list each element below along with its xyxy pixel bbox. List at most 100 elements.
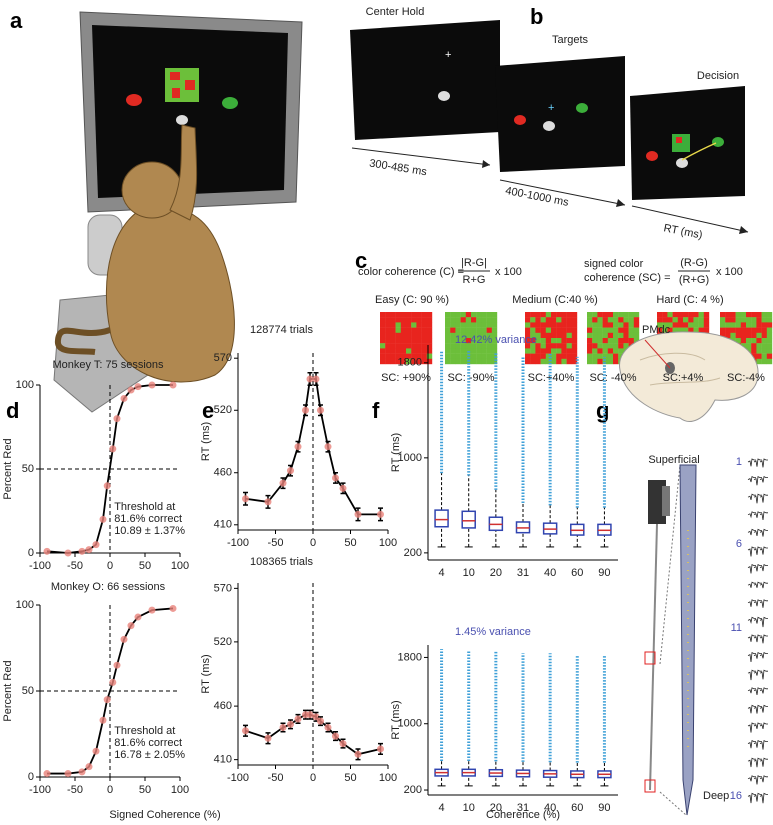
- checker-cell: [746, 317, 752, 323]
- checker-cell: [540, 353, 546, 359]
- checker-cell: [633, 338, 640, 344]
- checker-cell: [486, 322, 492, 328]
- stage-label: Center Hold: [366, 6, 425, 18]
- checker-cell: [545, 338, 552, 344]
- formula-text: coherence (SC) =: [584, 272, 671, 284]
- checker-cell: [571, 312, 578, 318]
- checker-cell: [471, 353, 477, 359]
- checker-cell: [465, 348, 472, 354]
- checker-cell: [486, 353, 492, 359]
- checker-cell: [683, 327, 689, 333]
- checker-cell: [421, 358, 427, 365]
- checker-cell: [561, 358, 567, 365]
- checker-cell: [530, 358, 536, 365]
- checker-cell: [416, 317, 422, 323]
- x-tick-label: -50: [67, 560, 83, 572]
- checker-cell: [607, 343, 614, 349]
- checker-cell: [450, 348, 456, 354]
- checker-cell: [662, 322, 668, 328]
- checker-cell: [411, 343, 417, 349]
- checker-cell: [766, 358, 773, 365]
- box: [434, 509, 449, 528]
- checker-cell: [390, 358, 396, 365]
- waveform: [753, 669, 762, 676]
- checker-cell: [566, 327, 572, 333]
- checker-cell: [476, 338, 482, 344]
- checker-cell: [465, 312, 472, 318]
- checker-cell: [545, 353, 552, 359]
- checker-cell: [395, 348, 401, 354]
- group-label: Easy (C: 90 %): [375, 294, 449, 306]
- checker-cell: [551, 332, 557, 339]
- panel-label: c: [355, 248, 367, 273]
- annotation: Threshold at: [114, 501, 175, 513]
- checker-cell: [607, 312, 614, 318]
- checker-cell: [587, 348, 593, 354]
- data-point: [317, 406, 324, 414]
- y-tick-label: 570: [214, 582, 232, 594]
- data-point: [294, 715, 302, 723]
- checker-cell: [535, 332, 541, 339]
- checker-cell: [476, 332, 482, 339]
- checker-cell: [400, 312, 407, 318]
- checker-cell: [540, 358, 546, 365]
- checker-cell: [426, 312, 433, 318]
- y-tick-label: 0: [28, 771, 34, 783]
- checker-cell: [740, 343, 747, 349]
- checker-cell: [740, 322, 747, 328]
- waveform: [747, 511, 756, 519]
- checker-cell: [481, 343, 487, 349]
- x-tick-label: 50: [344, 537, 356, 549]
- checker-cell: [460, 327, 466, 333]
- checker-cell: [761, 343, 767, 349]
- checker-cell: [688, 322, 694, 328]
- checker-cell: [455, 343, 461, 349]
- checker-cell: [385, 317, 391, 323]
- checker-cell: [751, 322, 757, 328]
- box: [461, 510, 476, 529]
- y-axis-label: Percent Red: [2, 438, 14, 499]
- annotation: 10.89 ± 1.37%: [114, 525, 185, 537]
- checker-cell: [460, 332, 466, 339]
- checker-cell: [693, 317, 699, 323]
- data-point: [339, 740, 347, 748]
- checker-cell: [662, 317, 668, 323]
- checker-cell: [628, 327, 634, 333]
- waveform: [753, 616, 762, 624]
- waveform: [759, 493, 768, 503]
- checker-cell: [540, 327, 546, 333]
- checker-cell: [390, 343, 396, 349]
- waveform: [753, 599, 762, 607]
- checker-cell: [465, 317, 472, 323]
- data-point: [99, 515, 107, 523]
- checker-cell: [766, 343, 773, 349]
- checker-cell: [476, 343, 482, 349]
- y-axis-label: RT (ms): [390, 433, 402, 472]
- checker-cell: [465, 343, 472, 349]
- checker-cell: [623, 327, 629, 333]
- checker-cell: [471, 317, 477, 323]
- checker-cell: [450, 358, 456, 365]
- data-point: [377, 745, 384, 753]
- data-point: [287, 467, 294, 475]
- data-point: [279, 724, 287, 732]
- data-point: [64, 770, 72, 778]
- waveform: [759, 757, 768, 767]
- formula-text: x 100: [716, 266, 743, 278]
- checker-cell: [725, 317, 731, 323]
- checker-cell: [592, 338, 598, 344]
- checker-cell: [525, 322, 531, 328]
- y-tick-label: 1800: [398, 651, 422, 663]
- waveform: [753, 704, 762, 714]
- checker-cell: [445, 317, 451, 323]
- checker-cell: [597, 327, 603, 333]
- data-point: [113, 415, 121, 423]
- checker-cell: [465, 322, 472, 328]
- checker-cell: [455, 327, 461, 333]
- x-axis-label: Coherence (%): [486, 809, 560, 821]
- data-point: [148, 606, 156, 614]
- checker-cell: [380, 317, 386, 323]
- checker-cell: [400, 332, 407, 339]
- data-point: [127, 622, 135, 630]
- checker-cell: [566, 317, 572, 323]
